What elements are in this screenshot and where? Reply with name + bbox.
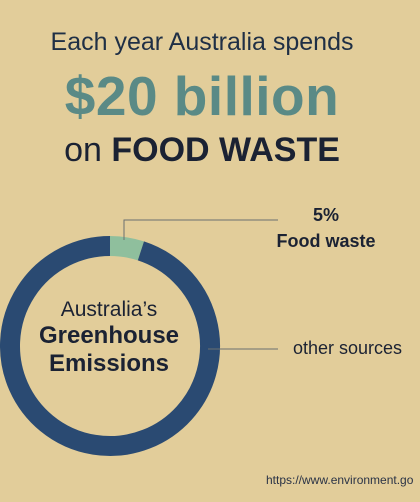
- donut-slices: [0, 236, 220, 456]
- headline-intro: Each year Australia spends: [50, 28, 354, 56]
- leader-lines: [123, 219, 278, 350]
- food-waste-percent: 5%: [312, 205, 339, 225]
- center-label-line1: Australia’s: [60, 298, 158, 321]
- leader-line-food-waste: [123, 219, 278, 240]
- donut-slice-food-waste: [109, 236, 144, 261]
- food-waste-name: Food waste: [276, 231, 376, 251]
- food-waste-label: 5% Food waste: [270, 202, 382, 254]
- donut-center-label: Australia’s Greenhouse Emissions: [18, 298, 200, 378]
- other-sources-label: other sources: [293, 338, 403, 358]
- headline-emphasis: FOOD WASTE: [111, 131, 340, 169]
- headline-food-waste: on FOOD WASTE: [0, 131, 404, 170]
- headline-prefix: on: [64, 131, 102, 169]
- center-label-line3: Emissions: [48, 350, 170, 377]
- donut-slice-other-sources: [0, 236, 220, 456]
- source-url: https://www.environment.go: [266, 473, 414, 487]
- center-label-line2: Greenhouse: [38, 322, 180, 349]
- headline-amount: $20 billion: [64, 65, 340, 127]
